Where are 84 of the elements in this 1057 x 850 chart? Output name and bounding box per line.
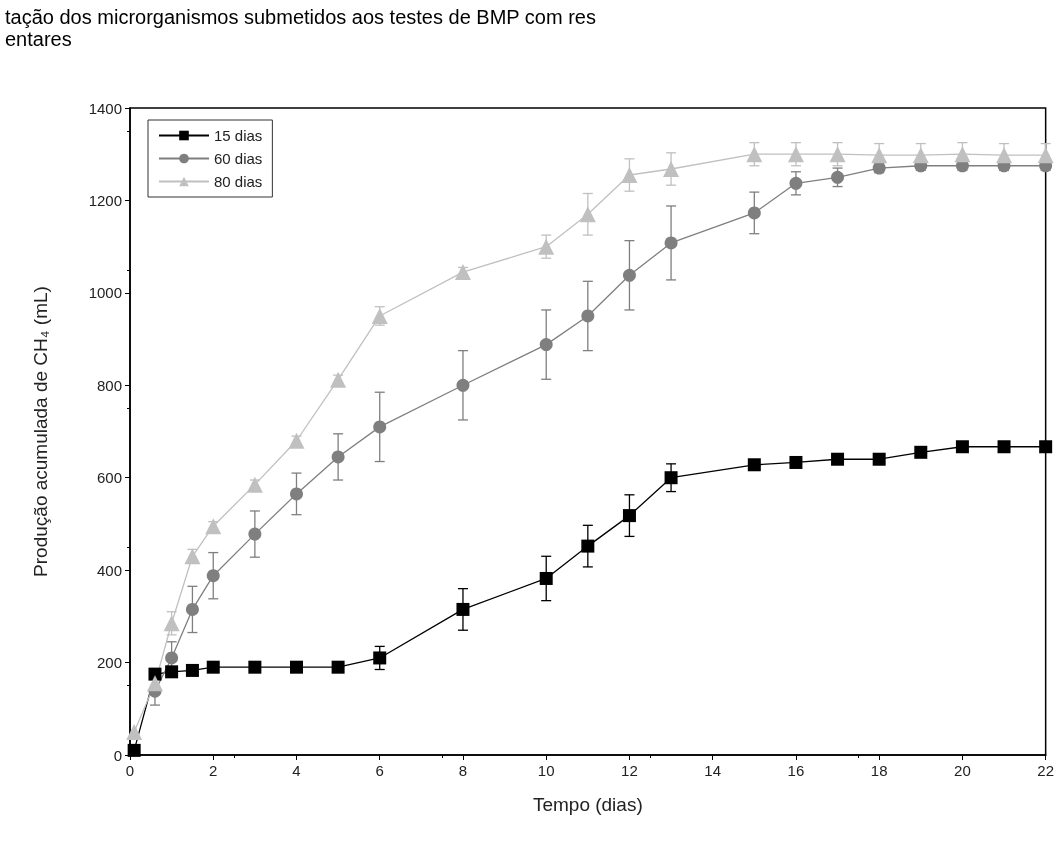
point [831,452,845,466]
point [872,452,886,466]
x-tick-label: 12 [621,762,638,779]
point [373,420,387,434]
x-tick-label: 0 [125,762,135,779]
point [871,147,888,164]
point [165,651,179,665]
point [248,660,262,674]
point [955,440,969,454]
point [747,458,761,472]
x-tick-label: 4 [292,762,301,779]
point [184,548,201,565]
point [622,509,636,523]
x-tick-label: 6 [375,762,384,779]
point [373,651,387,665]
x-tick-label: 10 [537,762,555,779]
point [621,167,638,184]
point [185,663,199,677]
point [996,147,1013,164]
point [289,660,303,674]
point [914,445,928,459]
point [663,161,680,177]
point [331,450,345,464]
point [206,660,220,674]
y-tick-label: 1400 [88,99,122,117]
point [581,309,595,323]
point [456,602,470,616]
point [664,471,678,485]
point [163,615,180,632]
point [829,146,846,163]
point [146,675,163,692]
point [331,660,345,674]
legend-label: 80 dias [214,173,263,190]
point [746,146,763,163]
x-tick-label: 16 [787,762,805,779]
x-tick-label: 14 [704,762,722,779]
y-tick-label: 200 [96,654,122,672]
point [787,146,804,163]
point [290,487,303,501]
chart-title: tação dos microrganismos submetidos aos testes de BMP com res [5,6,596,28]
point [831,170,845,184]
point [954,146,971,163]
point [747,206,761,220]
point [248,527,262,541]
point [538,238,555,255]
point [579,206,596,223]
legend-label: 60 dias [214,150,263,167]
point [789,455,803,469]
point [539,338,553,352]
x-tick-label: 22 [1037,762,1054,779]
x-axis-title: Tempo (dias) [532,794,643,815]
point [622,268,636,282]
point [165,665,179,679]
y-axis-title: Produção acumulada de CH₄ (mL) [30,286,51,577]
point [185,602,199,616]
x-tick-label: 20 [954,762,971,779]
point [1037,147,1054,164]
point [997,440,1011,454]
point [1039,440,1053,454]
point [581,539,595,553]
y-tick-label: 800 [96,376,122,394]
point [126,723,143,740]
y-tick-label: 1200 [88,191,122,209]
chart-subtitle: entares [5,28,72,50]
point [912,147,929,164]
point [205,518,222,535]
point [288,432,305,449]
x-tick-label: 2 [209,762,218,779]
point [127,743,141,757]
point [664,236,678,250]
point [454,264,471,281]
y-tick-label: 1000 [88,284,122,302]
point [206,569,220,583]
x-tick-label: 18 [870,762,888,779]
point [539,571,553,585]
x-tick-label: 8 [458,762,468,779]
y-tick-label: 0 [113,746,122,764]
point [456,378,470,392]
y-tick-label: 600 [96,469,122,487]
y-tick-label: 400 [96,561,122,579]
point [789,176,803,190]
legend-label: 15 dias [214,127,263,144]
point [330,371,347,388]
point [246,476,263,493]
